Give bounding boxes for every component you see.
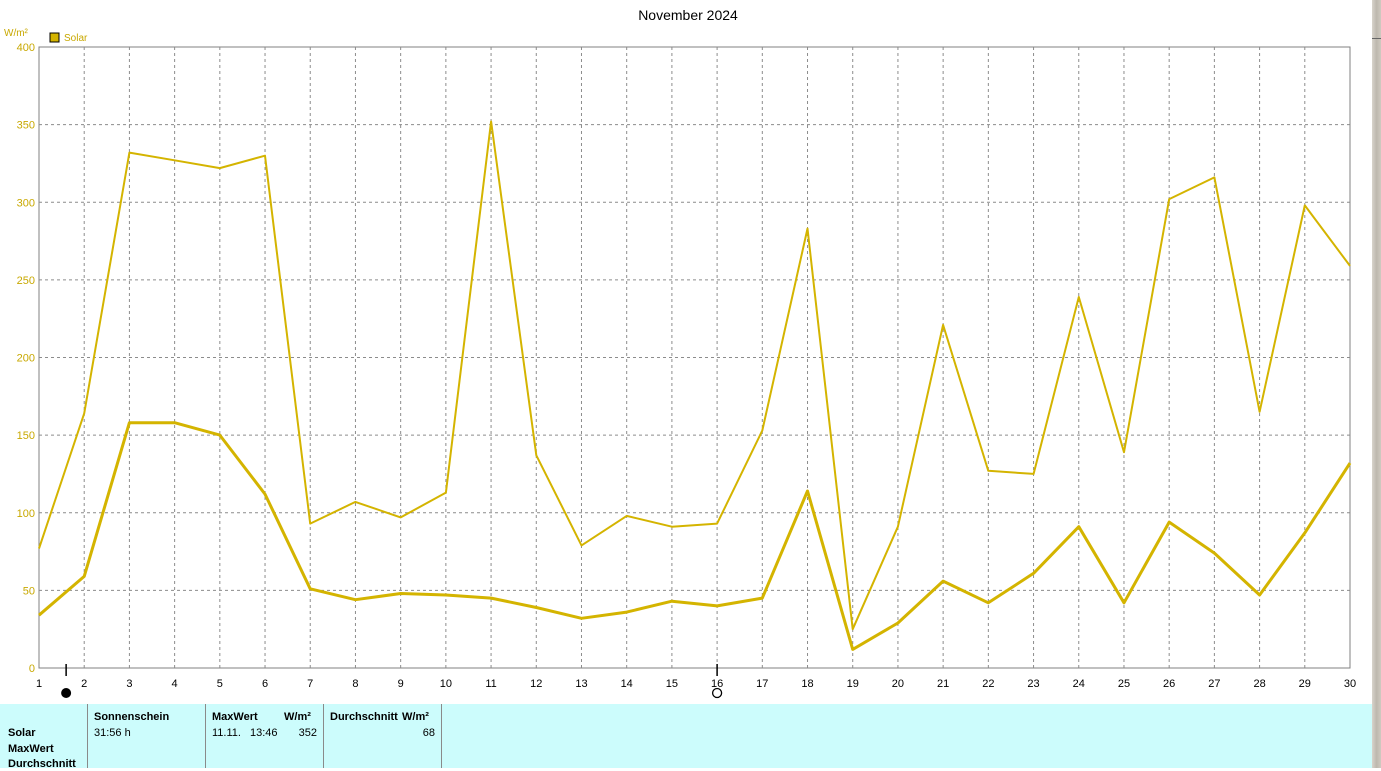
value-maxwert-time: 13:46 xyxy=(250,727,278,739)
header-maxwert: MaxWert xyxy=(212,711,258,723)
y-axis-unit: W/m² xyxy=(4,28,29,39)
y-tick-label: 200 xyxy=(17,353,35,365)
header-durchschnitt: Durchschnitt xyxy=(330,711,398,723)
y-tick-label: 250 xyxy=(17,275,35,287)
series-line-solar-max xyxy=(38,120,1351,631)
x-tick-label: 19 xyxy=(847,678,859,690)
header-sonnenschein: Sonnenschein xyxy=(94,711,170,723)
x-tick-label: 17 xyxy=(756,678,768,690)
stats-panel: Solar MaxWert Durchschnitt Sonnenschein … xyxy=(0,704,1372,770)
x-tick-label: 25 xyxy=(1118,678,1130,690)
solar-chart: November 2024 W/m² Solar 0 50 100 150 200 250… xyxy=(4,7,1356,699)
x-tick-label: 2 xyxy=(81,678,87,690)
x-tick-label: 27 xyxy=(1208,678,1220,690)
y-tick-label: 100 xyxy=(17,508,35,520)
value-maxwert: 352 xyxy=(298,727,317,739)
series-line-solar-average xyxy=(38,421,1352,651)
x-tick-label: 21 xyxy=(937,678,949,690)
value-maxwert-date: 11.11. xyxy=(212,727,241,739)
value-durchschnitt: 68 xyxy=(422,727,435,739)
x-tick-label: 9 xyxy=(398,678,404,690)
value-sonnenschein: 31:56 h xyxy=(94,727,131,739)
x-tick-label: 22 xyxy=(982,678,994,690)
x-tick-label: 4 xyxy=(172,678,178,690)
x-tick-label: 18 xyxy=(801,678,813,690)
x-tick-label: 3 xyxy=(126,678,132,690)
window-edge-strip xyxy=(1372,0,1381,768)
x-tick-label: 11 xyxy=(485,678,496,690)
row-label-solar: Solar xyxy=(8,727,36,739)
y-tick-label: 50 xyxy=(23,585,35,597)
new-moon-icon xyxy=(61,688,72,698)
y-tick-label: 350 xyxy=(17,120,35,132)
row-label-maxwert: MaxWert xyxy=(8,743,54,755)
x-tick-label: 6 xyxy=(262,678,268,690)
y-tick-label: 300 xyxy=(17,197,35,209)
x-tick-label: 12 xyxy=(530,678,542,690)
header-maxwert-unit: W/m² xyxy=(284,711,311,723)
legend-label-solar: Solar xyxy=(64,33,88,44)
x-tick-label: 15 xyxy=(666,678,678,690)
row-label-durchschnitt: Durchschnitt xyxy=(8,758,76,770)
x-tick-label: 24 xyxy=(1073,678,1085,690)
header-durchschnitt-unit: W/m² xyxy=(402,711,429,723)
y-tick-label: 0 xyxy=(29,663,35,675)
x-tick-label: 8 xyxy=(352,678,358,690)
x-tick-label: 30 xyxy=(1344,678,1356,690)
x-tick-label: 1 xyxy=(36,678,42,690)
full-moon-icon xyxy=(711,687,723,699)
x-tick-label: 7 xyxy=(307,678,313,690)
x-tick-label: 5 xyxy=(217,678,223,690)
x-tick-label: 10 xyxy=(440,678,452,690)
x-tick-label: 23 xyxy=(1027,678,1039,690)
x-tick-label: 28 xyxy=(1253,678,1265,690)
legend-swatch-solar xyxy=(49,32,60,43)
x-tick-label: 29 xyxy=(1299,678,1311,690)
x-tick-label: 13 xyxy=(575,678,587,690)
x-tick-label: 20 xyxy=(892,678,904,690)
x-tick-label: 14 xyxy=(621,678,633,690)
x-tick-label: 26 xyxy=(1163,678,1175,690)
x-tick-label: 16 xyxy=(711,678,723,690)
y-tick-label: 400 xyxy=(17,42,35,54)
chart-title: November 2024 xyxy=(638,7,738,23)
y-tick-label: 150 xyxy=(17,430,35,442)
